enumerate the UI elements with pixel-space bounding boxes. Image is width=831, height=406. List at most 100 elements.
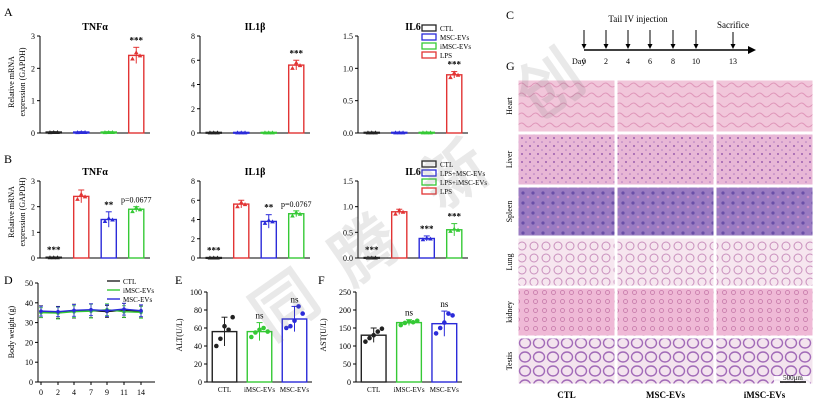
- data-point: [414, 318, 420, 324]
- injection-arrowhead: [647, 44, 653, 49]
- significance-label: ***: [448, 212, 462, 222]
- histology-row-label: Heart: [505, 96, 514, 115]
- y-axis-title: Relative mRNA: [7, 56, 16, 108]
- data-point: [82, 130, 88, 135]
- data-point: [451, 70, 457, 75]
- data-point: [369, 255, 375, 260]
- histology-image: [517, 186, 616, 237]
- data-point: [455, 227, 461, 232]
- y-tick-label: 0: [31, 129, 35, 138]
- significance-label: ns: [440, 299, 449, 309]
- bar: [390, 211, 408, 259]
- y-tick-label: 4: [191, 81, 195, 90]
- data-point: [371, 332, 376, 338]
- histology-col-label: MSC-EVs: [646, 390, 685, 400]
- histology-image: [517, 287, 616, 337]
- y-tick-label: 10: [25, 358, 33, 367]
- bar: [72, 195, 90, 259]
- y-tick-label: 1: [31, 97, 35, 106]
- y-tick-label: 40: [25, 299, 33, 308]
- chart-title: TNFα: [82, 167, 108, 178]
- data-point: [105, 308, 109, 313]
- timeline-day: 0: [582, 57, 586, 66]
- legend-label: LPS+iMSC-EVs: [440, 179, 487, 187]
- legend-label: LPS+MSC-EVs: [440, 170, 485, 178]
- bar: [395, 321, 423, 383]
- y-tick-label: 80: [194, 306, 202, 315]
- data-point: [242, 202, 248, 207]
- histology-image: [715, 133, 814, 186]
- data-point: [253, 330, 258, 335]
- data-point: [82, 194, 88, 199]
- data-point: [55, 130, 60, 135]
- data-point: [39, 309, 43, 313]
- histology-col-label: iMSC-EVs: [744, 390, 786, 400]
- data-point: [89, 307, 93, 312]
- y-tick-label: 0: [31, 254, 35, 263]
- x-tick-label: 0: [39, 388, 43, 397]
- scale-bar-bg: [774, 376, 810, 385]
- y-tick-label: 0.0: [343, 254, 353, 263]
- y-tick-label: 0: [191, 129, 195, 138]
- histology-row-label: kidney: [505, 301, 514, 323]
- histology-image: [715, 237, 814, 287]
- bar: [127, 208, 145, 259]
- histology-image: [715, 186, 814, 237]
- histology-image: [715, 79, 814, 133]
- panel-letter: A: [4, 5, 13, 19]
- data-point: [398, 322, 404, 328]
- y-tick-label: 0: [198, 378, 202, 387]
- significance-label: p=0.0677: [121, 196, 152, 205]
- timeline-day: 6: [648, 57, 652, 66]
- histology-image: [517, 337, 616, 385]
- data-point: [51, 129, 57, 134]
- data-point: [137, 53, 143, 58]
- y-tick-label: 2: [191, 235, 195, 244]
- data-point: [222, 323, 227, 329]
- significance-label: ***: [290, 48, 304, 58]
- data-point: [110, 217, 115, 222]
- data-point: [270, 130, 275, 135]
- data-point: [293, 209, 299, 214]
- data-point: [292, 318, 297, 324]
- y-tick-label: 100: [339, 342, 351, 351]
- x-tick-label: iMSC-EVs: [244, 386, 275, 394]
- chart-title: IL6: [405, 22, 421, 33]
- data-point: [400, 130, 406, 135]
- bar: [287, 64, 305, 134]
- y-tick-label: 3: [31, 32, 35, 41]
- data-point: [261, 325, 266, 331]
- y-tick-label: 6: [191, 56, 195, 65]
- data-point: [207, 130, 213, 135]
- timeline-day: 2: [604, 57, 608, 66]
- legend-swatch: [421, 33, 437, 41]
- y-tick-label: 150: [339, 324, 351, 333]
- y-tick-label: 6: [191, 196, 195, 205]
- data-point: [297, 211, 303, 216]
- y-tick-label: 60: [194, 324, 202, 333]
- data-point: [424, 130, 430, 135]
- data-point: [300, 311, 305, 316]
- data-point: [56, 309, 60, 314]
- x-tick-label: CTL: [367, 386, 380, 394]
- y-tick-label: 40: [194, 342, 202, 351]
- timeline-end-label: Sacrifice: [717, 20, 749, 30]
- x-tick-label: 14: [137, 388, 145, 397]
- y-tick-label: 250: [339, 288, 351, 297]
- histology-row-label: Lung: [505, 254, 514, 271]
- y-tick-label: 200: [339, 306, 351, 315]
- y-tick-label: 20: [25, 338, 33, 347]
- data-point: [393, 211, 398, 216]
- timeline-day: 13: [729, 57, 737, 66]
- legend-label: CTL: [440, 161, 453, 169]
- data-point: [290, 65, 295, 70]
- timeline-title: Tail IV injection: [608, 14, 668, 24]
- data-point: [262, 220, 268, 225]
- y-axis-title: expression (GAPDH): [18, 47, 27, 116]
- panel-G-histology: G Heart Liver Spleen Lung kidney Testis CTL MSC-…: [505, 59, 814, 400]
- data-point: [78, 191, 84, 196]
- data-point: [396, 207, 402, 212]
- panel-D-body-weight: D 0 10 20 30 40 50 Body weight (g) 0 2 4 7 9 11 14 CTLi…: [4, 273, 155, 397]
- x-tick-label: 2: [56, 388, 60, 397]
- data-point: [257, 327, 262, 333]
